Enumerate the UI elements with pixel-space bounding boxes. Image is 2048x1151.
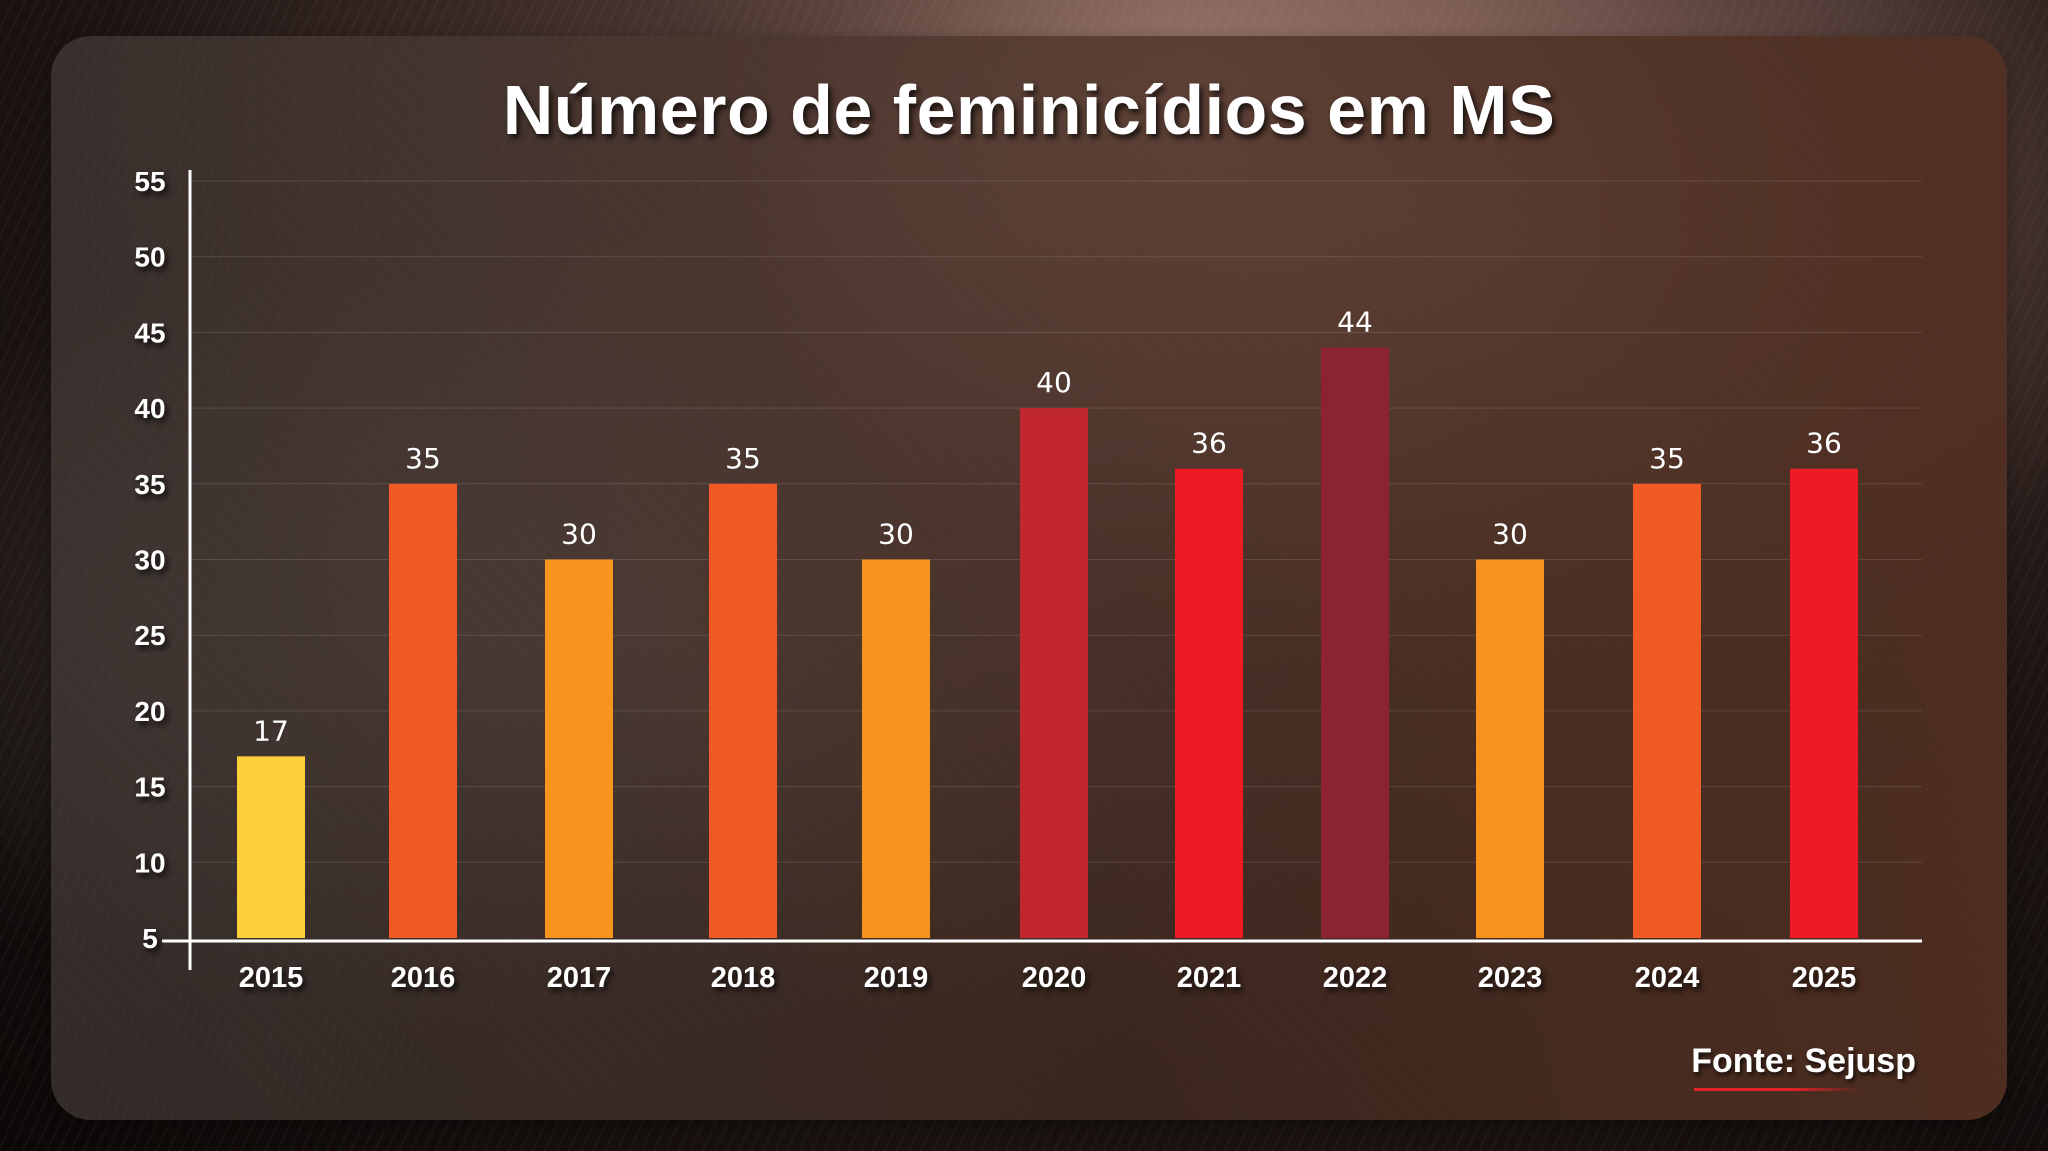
value-label: 36 [1191, 427, 1227, 460]
x-tick-labels: 2015 2016 2017 2018 2019 2020 2021 2022 2023 2024… [239, 962, 1857, 994]
x-tick-label: 2025 [1792, 962, 1857, 994]
chart-title: Número de feminicídios em MS [502, 71, 1556, 149]
x-tick-label: 2022 [1323, 962, 1388, 994]
bar-2023 [1476, 559, 1544, 938]
bars [237, 347, 1858, 939]
y-tick-label: 35 [134, 469, 165, 500]
x-tick-label: 2021 [1177, 962, 1242, 994]
x-tick-label: 2024 [1635, 962, 1700, 994]
y-tick-label: 10 [134, 847, 165, 878]
value-label: 35 [725, 442, 761, 475]
x-tick-label: 2017 [547, 962, 612, 994]
value-label: 36 [1806, 427, 1842, 460]
y-tick-label: 45 [134, 317, 165, 348]
y-tick-label: 20 [134, 696, 165, 727]
source-underline [1694, 1088, 1860, 1091]
source-label: Fonte: Sejusp [1691, 1042, 1916, 1080]
x-tick-label: 2023 [1478, 962, 1543, 994]
y-tick-label: 25 [134, 620, 165, 651]
value-label: 30 [878, 518, 914, 551]
bar-2017 [545, 559, 613, 938]
value-label: 17 [253, 714, 289, 747]
x-tick-label: 2020 [1022, 962, 1087, 994]
y-tick-label: 40 [134, 393, 165, 424]
y-tick-label: 55 [134, 166, 165, 197]
value-label: 40 [1036, 366, 1072, 399]
x-tick-label: 2019 [864, 962, 929, 994]
bar-2025 [1790, 468, 1858, 938]
value-label: 44 [1337, 306, 1373, 339]
x-tick-label: 2018 [711, 962, 776, 994]
axes [162, 170, 1922, 970]
value-label: 35 [405, 442, 441, 475]
bar-2020 [1020, 408, 1088, 939]
y-tick-label: 50 [134, 242, 165, 273]
x-tick-label: 2015 [239, 962, 304, 994]
x-tick-label: 2016 [391, 962, 456, 994]
bar-2019 [862, 559, 930, 938]
y-tick-label: 15 [134, 772, 165, 803]
value-label: 30 [1492, 518, 1528, 551]
value-label: 30 [561, 518, 597, 551]
y-tick-label: 30 [134, 545, 165, 576]
bar-2018 [709, 483, 777, 938]
y-tick-labels: 5 10 15 20 25 30 35 40 45 50 55 [134, 166, 165, 954]
bar-2024 [1633, 483, 1701, 938]
bar-2016 [389, 483, 457, 938]
y-tick-label: 5 [142, 923, 158, 954]
bar-2021 [1175, 468, 1243, 938]
value-label: 35 [1649, 442, 1685, 475]
bar-2015 [237, 756, 305, 938]
value-labels: 17 35 30 35 30 40 36 44 30 35 36 [253, 306, 1842, 748]
bar-2022 [1321, 347, 1389, 938]
